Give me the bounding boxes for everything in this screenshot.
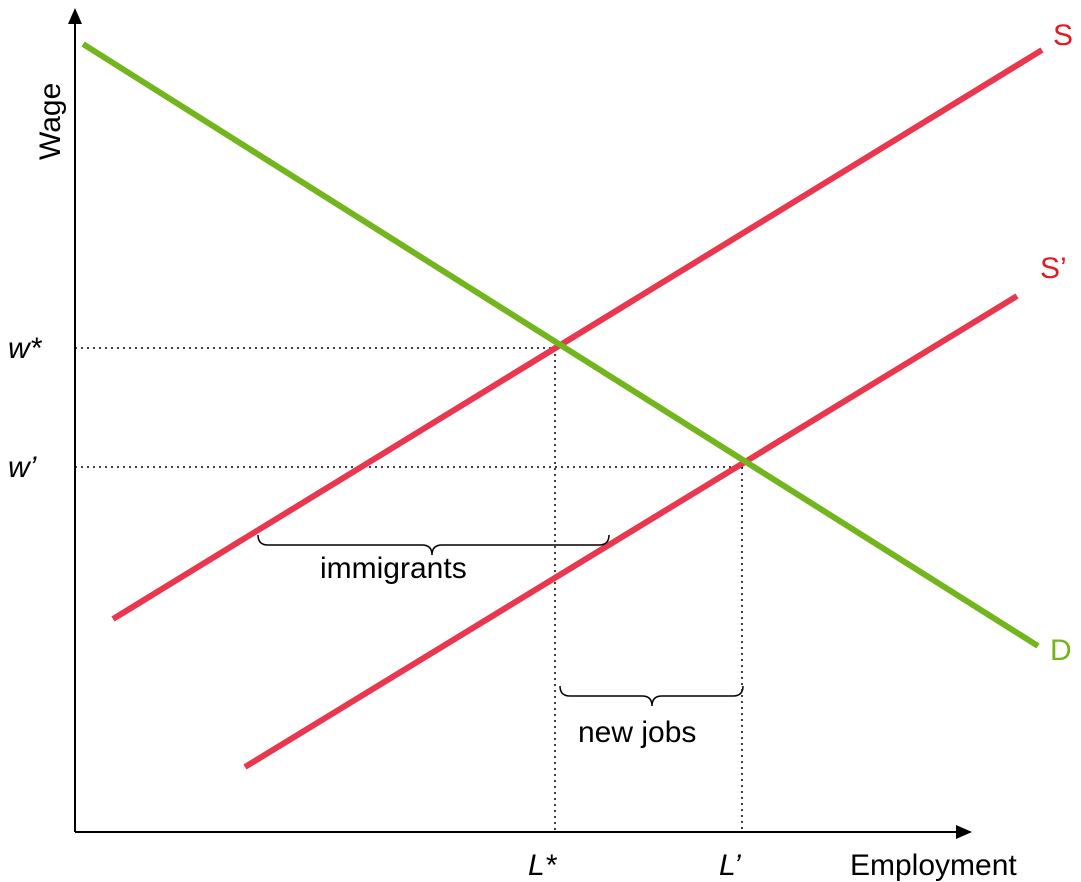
immigrants-label: immigrants <box>320 552 467 585</box>
L-star-label: L* <box>528 849 558 882</box>
curve-label-S: S <box>1053 19 1073 52</box>
immigrants-brace <box>257 534 610 556</box>
new-jobs-brace <box>559 685 744 707</box>
y-axis-label: Wage <box>34 83 67 160</box>
supply-curve-S-prime <box>243 293 1019 770</box>
new-jobs-label: new jobs <box>578 716 696 749</box>
curve-label-S-prime: S’ <box>1040 252 1067 285</box>
demand-curve-D <box>81 41 1040 649</box>
L-prime-label: L’ <box>719 849 742 882</box>
w-star-label: w* <box>8 332 43 365</box>
w-prime-label: w’ <box>8 451 38 484</box>
y-axis-arrowhead <box>68 8 82 24</box>
supply-curve-S <box>111 47 1044 622</box>
x-axis-label: Employment <box>850 849 1017 882</box>
curve-label-D: D <box>1050 634 1072 667</box>
x-axis-arrowhead <box>956 825 972 839</box>
